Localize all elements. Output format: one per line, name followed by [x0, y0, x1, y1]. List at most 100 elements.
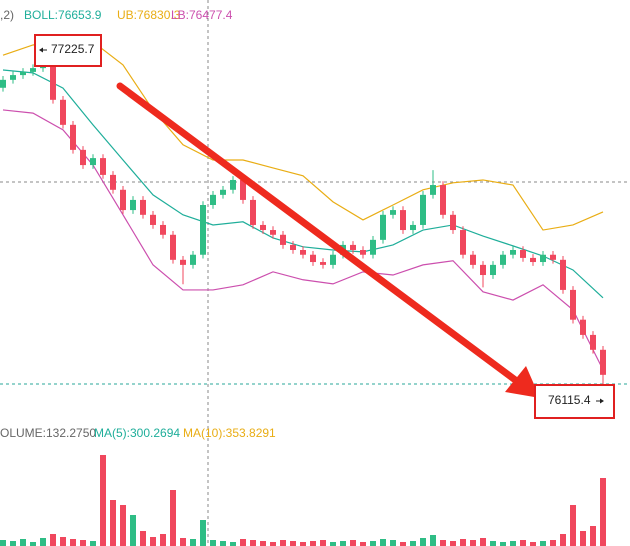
- band-line: [2, 69, 604, 299]
- volume-bar: [220, 541, 226, 546]
- candle-body: [260, 224, 266, 231]
- volume-bar: [270, 542, 276, 546]
- volume-bar: [510, 541, 516, 546]
- candle-body: [590, 334, 596, 350]
- candle-body: [220, 189, 226, 195]
- candle-body: [30, 68, 36, 72]
- volume-bar: [310, 541, 316, 546]
- volume-bar: [70, 539, 76, 546]
- volume-bar: [80, 540, 86, 546]
- candle-body: [80, 149, 86, 166]
- indicator-label: ,2): [0, 8, 14, 22]
- volume-bar: [210, 540, 216, 546]
- volume-bar: [360, 542, 366, 546]
- volume-bar: [60, 537, 66, 546]
- volume-bar: [490, 541, 496, 546]
- volume-bar: [30, 542, 36, 546]
- candle-body: [210, 194, 216, 205]
- candle-body: [270, 230, 276, 235]
- low-label: 76115.4: [548, 393, 591, 407]
- candle-body: [60, 99, 66, 125]
- volume-bar: [100, 455, 106, 546]
- volume-bar: [200, 520, 206, 546]
- candle-body: [500, 254, 506, 265]
- volume-bar: [550, 540, 556, 546]
- candle-body: [130, 199, 136, 211]
- candle-body: [580, 319, 586, 335]
- red-arrow: [116, 82, 522, 386]
- candle-body: [90, 158, 96, 166]
- volume-bar: [480, 538, 486, 546]
- candle-body: [570, 289, 576, 320]
- candle-body: [320, 262, 326, 265]
- volume-bar: [90, 541, 96, 546]
- band-line: [2, 109, 604, 371]
- volume-bar: [430, 535, 436, 546]
- volume-bar: [50, 534, 56, 546]
- volume-bar: [20, 539, 26, 546]
- candle-body: [250, 199, 256, 225]
- volume-bar: [580, 531, 586, 546]
- candle-body: [160, 224, 166, 235]
- candle-body: [290, 244, 296, 250]
- volume-bar: [180, 538, 186, 546]
- candle-body: [50, 64, 56, 100]
- high-label: 77225.7: [51, 42, 95, 56]
- candle-body: [10, 75, 16, 80]
- candle-body: [420, 194, 426, 225]
- volume-bar: [140, 531, 146, 546]
- candle-body: [430, 185, 436, 195]
- volume-bar: [40, 538, 46, 546]
- volume-bar: [170, 490, 176, 546]
- volume-bar: [10, 541, 16, 546]
- candle-body: [390, 210, 396, 215]
- volume-bar: [260, 541, 266, 546]
- candle-body: [150, 214, 156, 225]
- candle-body: [470, 254, 476, 265]
- volume-bar: [440, 540, 446, 546]
- candle-body: [280, 234, 286, 245]
- volume-bar: [530, 542, 536, 546]
- indicator-label: UB:76830.3: [117, 8, 181, 22]
- volume-bar: [470, 540, 476, 546]
- plot: [0, 39, 606, 546]
- volume-bar: [520, 540, 526, 546]
- left-arrow-head: [39, 47, 43, 53]
- candle-body: [300, 249, 306, 255]
- band-line: [2, 39, 604, 231]
- candle-body: [0, 79, 6, 88]
- volume-bar: [150, 537, 156, 546]
- volume-bar: [330, 542, 336, 546]
- candle-body: [510, 249, 516, 255]
- volume-bar: [420, 538, 426, 546]
- volume-label: MA(10):353.8291: [183, 426, 276, 440]
- volume-bar: [190, 539, 196, 546]
- candle-body: [110, 174, 116, 190]
- candle-body: [490, 264, 496, 276]
- candle-body: [450, 214, 456, 231]
- volume-bar: [400, 542, 406, 546]
- candle-body: [370, 239, 376, 255]
- candle-body: [360, 249, 366, 255]
- candle-body: [460, 230, 466, 255]
- volume-bar: [450, 541, 456, 546]
- candle-body: [310, 254, 316, 263]
- volume-bar: [110, 500, 116, 546]
- volume-bar: [240, 539, 246, 546]
- volume-bar: [380, 539, 386, 546]
- candle-body: [140, 199, 146, 215]
- volume-bar: [570, 505, 576, 546]
- candle-body: [380, 214, 386, 240]
- volume-bar: [160, 534, 166, 546]
- volume-bar: [120, 505, 126, 546]
- candle-body: [480, 264, 486, 276]
- volume-bar: [340, 541, 346, 546]
- red-arrow-head: [505, 366, 540, 398]
- volume-bar: [280, 540, 286, 546]
- candle-body: [200, 205, 206, 255]
- volume-bar: [540, 541, 546, 546]
- volume-bar: [230, 542, 236, 546]
- volume-bar: [560, 534, 566, 546]
- candle-body: [520, 249, 526, 258]
- volume-bar: [290, 541, 296, 546]
